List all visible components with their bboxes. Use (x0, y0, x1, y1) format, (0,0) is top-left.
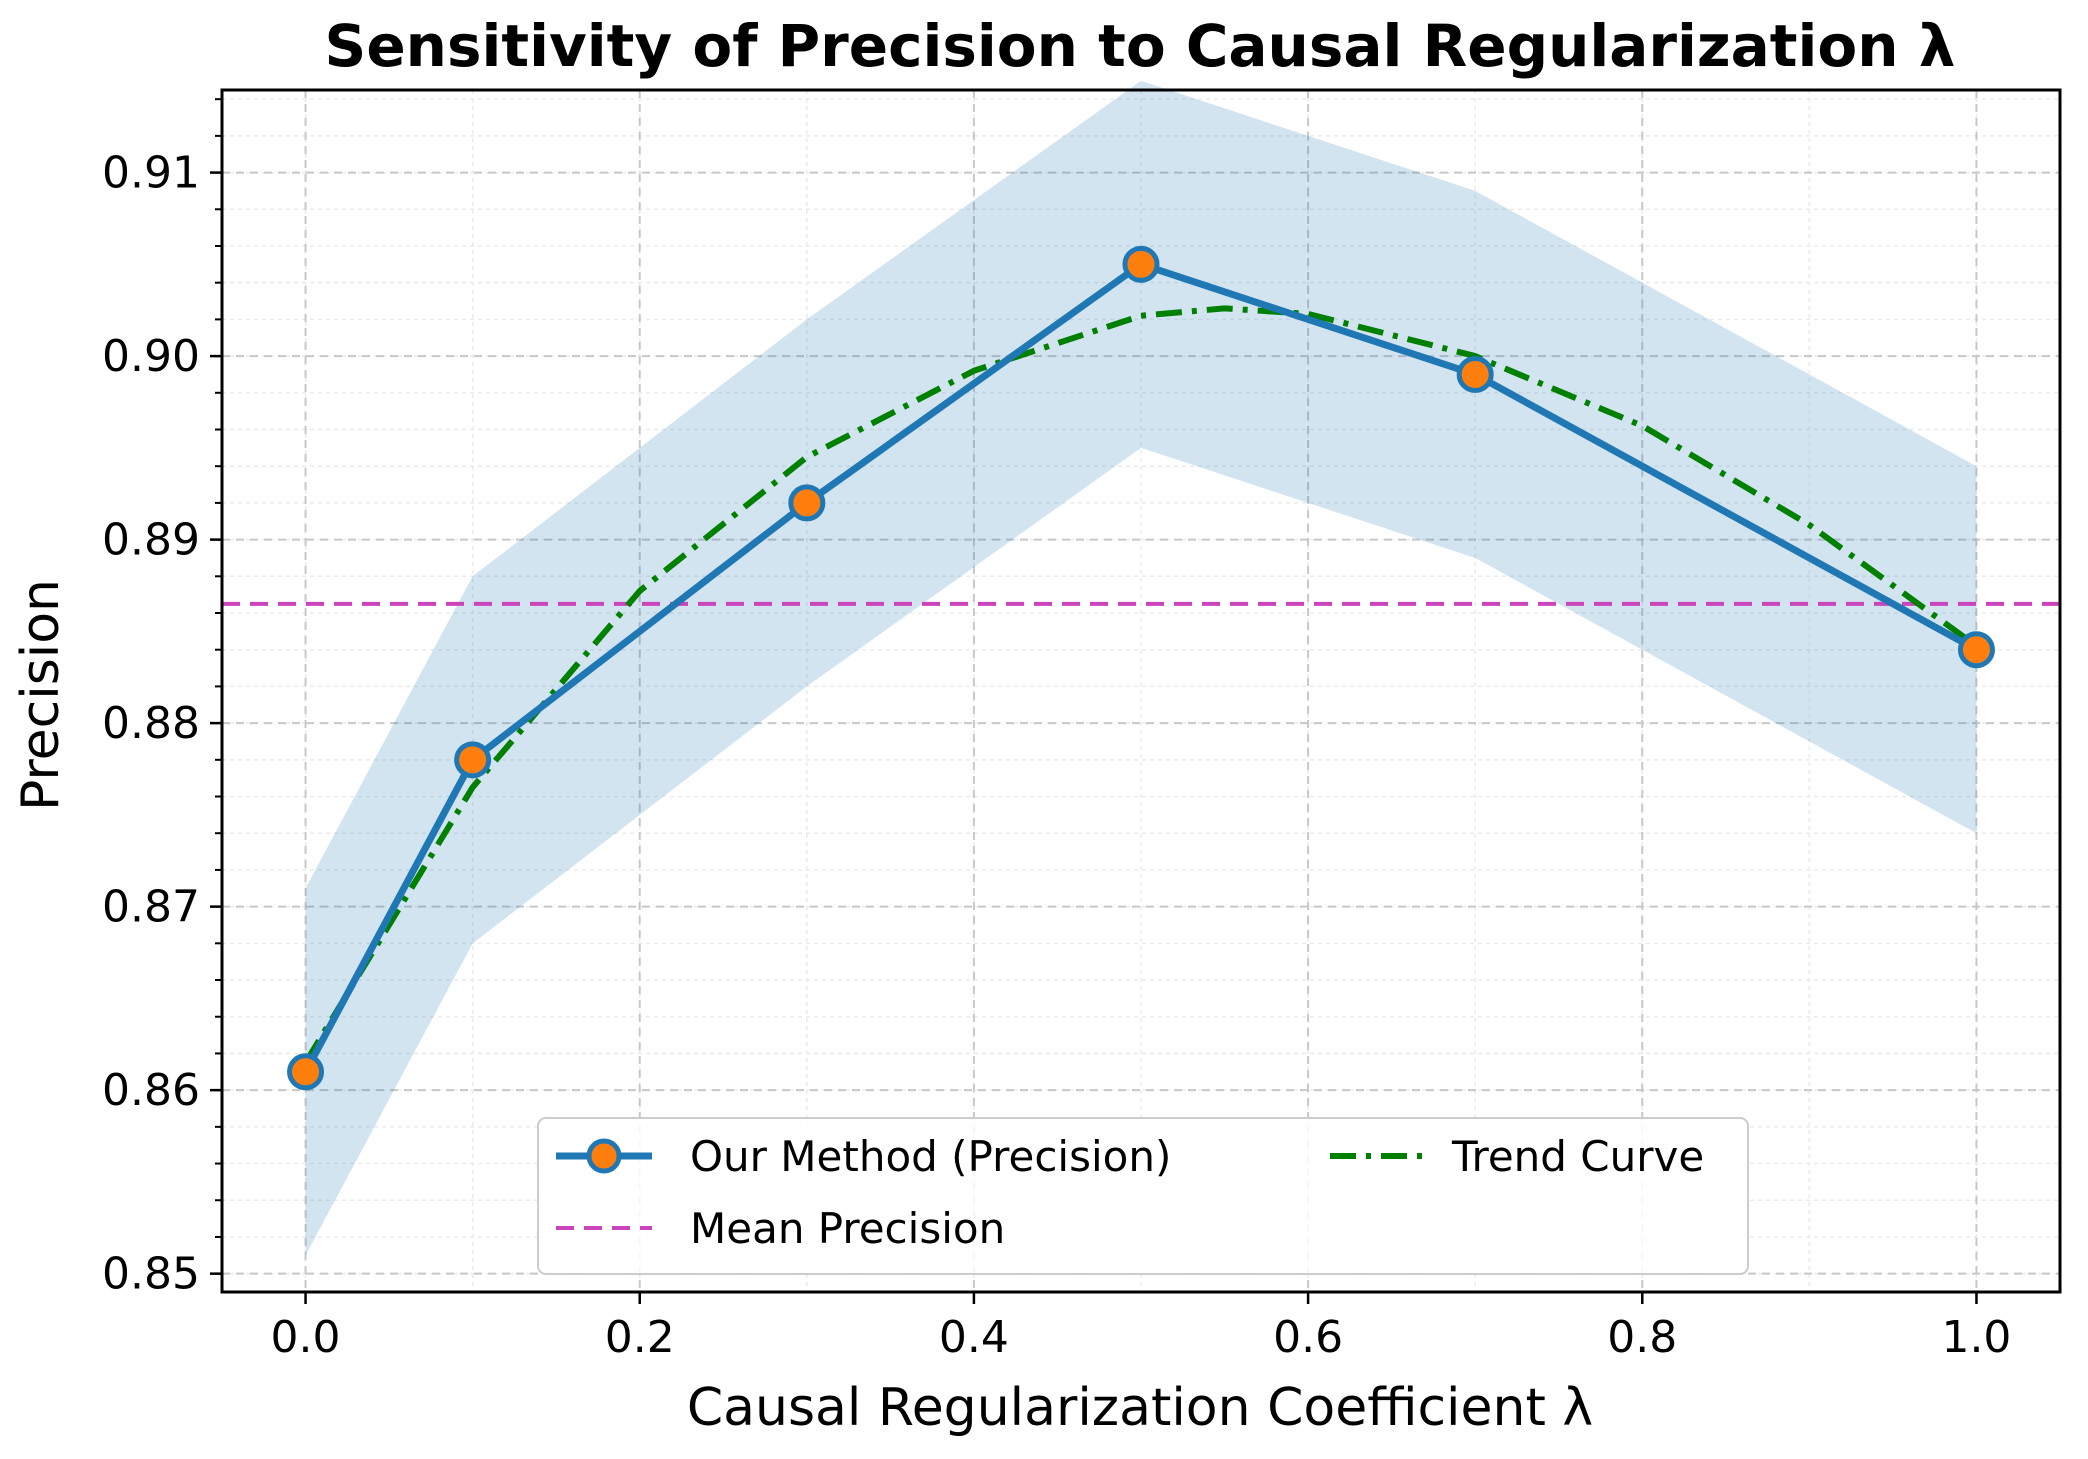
our-method-point (1122, 245, 1160, 283)
y-tick-label: 0.86 (102, 1065, 200, 1116)
y-tick-label: 0.88 (102, 698, 200, 749)
grid (222, 90, 2060, 1292)
legend-label-mean-precision: Mean Precision (690, 1204, 1005, 1253)
legend: Our Method (Precision) Trend Curve Mean … (537, 1117, 1749, 1275)
x-tick-label: 0.8 (1607, 1312, 1677, 1363)
y-tick-label: 0.90 (102, 331, 200, 382)
legend-label-our-method: Our Method (Precision) (690, 1132, 1171, 1181)
x-tick-label: 0.4 (939, 1312, 1009, 1363)
our-method-point (788, 484, 826, 522)
confidence-band (305, 80, 1977, 1256)
y-tick-label: 0.87 (102, 882, 200, 933)
series (222, 245, 2060, 1091)
x-axis-label: Causal Regularization Coefficient λ (687, 1378, 1593, 1438)
legend-label-trend-curve: Trend Curve (1451, 1132, 1704, 1181)
our-method-point (454, 741, 492, 779)
x-tick-label: 1.0 (1941, 1312, 2011, 1363)
axis-ticks: 0.0 0.2 0.4 0.6 0.8 1.0 0.85 0.86 0.87 0.88 0.89 0.… (102, 98, 2011, 1363)
x-tick-label: 0.2 (605, 1312, 675, 1363)
legend-box (537, 1117, 1749, 1275)
band-area (305, 80, 1977, 1256)
our-method-point (1456, 355, 1494, 393)
plot-frame (220, 88, 2062, 1294)
legend-marker-our-method (586, 1138, 622, 1174)
y-axis-label: Precision (11, 579, 71, 811)
our-method-line (302, 260, 1979, 1074)
x-tick-label: 0.6 (1273, 1312, 1343, 1363)
y-tick-label: 0.85 (102, 1249, 200, 1300)
our-method-point (1957, 631, 1995, 669)
y-tick-label: 0.91 (102, 148, 200, 199)
chart-title: Sensitivity of Precision to Causal Regul… (325, 12, 1956, 80)
y-tick-label: 0.89 (102, 515, 200, 566)
x-tick-label: 0.0 (271, 1312, 341, 1363)
our-method-point (287, 1053, 325, 1091)
